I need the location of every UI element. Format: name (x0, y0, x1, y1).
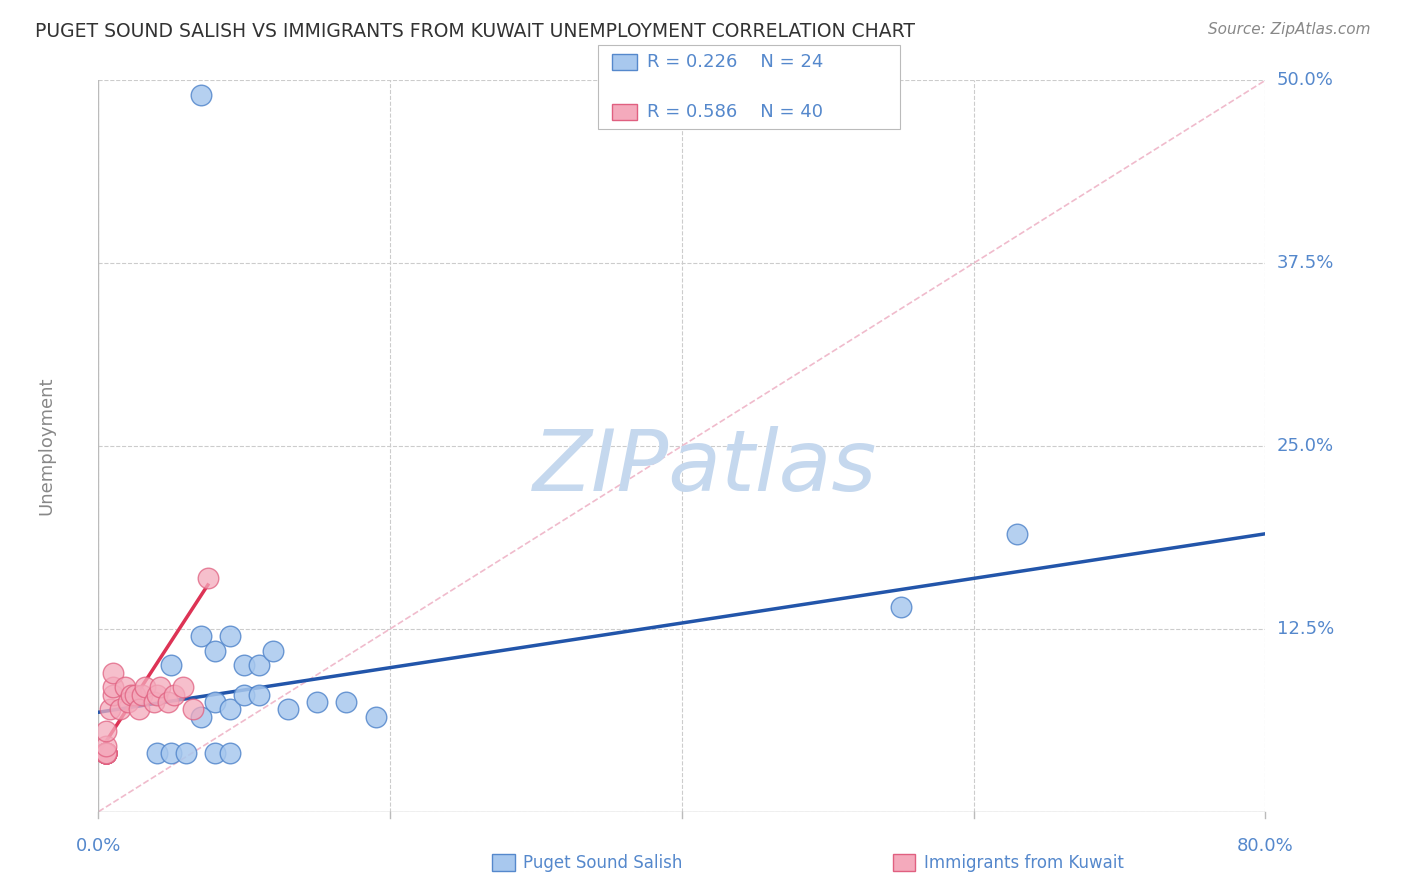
Point (277, 702, 299, 716)
Point (120, 688, 142, 702)
Point (94, 746, 117, 760)
Point (190, 87, 212, 102)
Point (94, 746, 117, 760)
Point (204, 746, 226, 760)
Text: 37.5%: 37.5% (1277, 254, 1334, 272)
Point (364, 709, 387, 723)
Text: R = 0.226    N = 24: R = 0.226 N = 24 (647, 53, 823, 70)
Text: Unemployment: Unemployment (37, 376, 55, 516)
Point (218, 629, 240, 643)
Point (233, 688, 256, 702)
Point (110, 702, 132, 716)
Text: ZIPatlas: ZIPatlas (533, 426, 877, 509)
Text: 80.0%: 80.0% (1237, 837, 1294, 855)
Point (190, 709, 212, 723)
Point (160, 746, 183, 760)
Point (94, 746, 117, 760)
Point (146, 746, 169, 760)
Point (233, 658, 256, 673)
Point (94, 746, 117, 760)
Point (190, 629, 212, 643)
Point (247, 658, 270, 673)
Point (94, 746, 117, 760)
Point (149, 681, 172, 695)
Point (131, 688, 153, 702)
Point (101, 665, 124, 680)
Point (94, 746, 117, 760)
Text: Source: ZipAtlas.com: Source: ZipAtlas.com (1208, 22, 1371, 37)
Point (172, 681, 194, 695)
Point (307, 695, 329, 709)
Point (146, 688, 169, 702)
Text: 50.0%: 50.0% (1277, 71, 1333, 89)
Text: 0.0%: 0.0% (76, 837, 121, 855)
Point (218, 702, 240, 716)
Point (204, 644, 226, 658)
Point (204, 695, 226, 709)
Point (890, 599, 912, 614)
Text: 25.0%: 25.0% (1277, 437, 1334, 455)
Point (94, 746, 117, 760)
Point (174, 746, 197, 760)
Point (262, 644, 284, 658)
Point (101, 688, 124, 702)
Point (181, 702, 204, 716)
Point (94, 746, 117, 760)
Point (160, 658, 183, 673)
Point (94, 746, 117, 760)
Point (335, 695, 357, 709)
Point (94, 746, 117, 760)
Point (94, 746, 117, 760)
Point (94, 739, 117, 753)
Point (117, 695, 139, 709)
Text: 12.5%: 12.5% (1277, 620, 1334, 638)
Text: Puget Sound Salish: Puget Sound Salish (523, 854, 682, 871)
Point (94, 746, 117, 760)
Point (134, 681, 156, 695)
Point (128, 702, 150, 716)
Point (218, 746, 240, 760)
Point (98, 702, 121, 716)
Point (94, 746, 117, 760)
Point (124, 688, 146, 702)
Point (163, 688, 186, 702)
Point (247, 688, 270, 702)
Point (94, 746, 117, 760)
Point (142, 695, 165, 709)
Point (94, 746, 117, 760)
Point (1007, 526, 1029, 541)
Point (197, 571, 219, 585)
Text: R = 0.586    N = 40: R = 0.586 N = 40 (647, 103, 823, 121)
Point (157, 695, 180, 709)
Point (94, 746, 117, 760)
Text: PUGET SOUND SALISH VS IMMIGRANTS FROM KUWAIT UNEMPLOYMENT CORRELATION CHART: PUGET SOUND SALISH VS IMMIGRANTS FROM KU… (35, 22, 915, 41)
Text: Immigrants from Kuwait: Immigrants from Kuwait (924, 854, 1123, 871)
Point (101, 681, 124, 695)
Point (94, 724, 117, 739)
Point (114, 681, 136, 695)
Point (94, 746, 117, 760)
Point (94, 746, 117, 760)
